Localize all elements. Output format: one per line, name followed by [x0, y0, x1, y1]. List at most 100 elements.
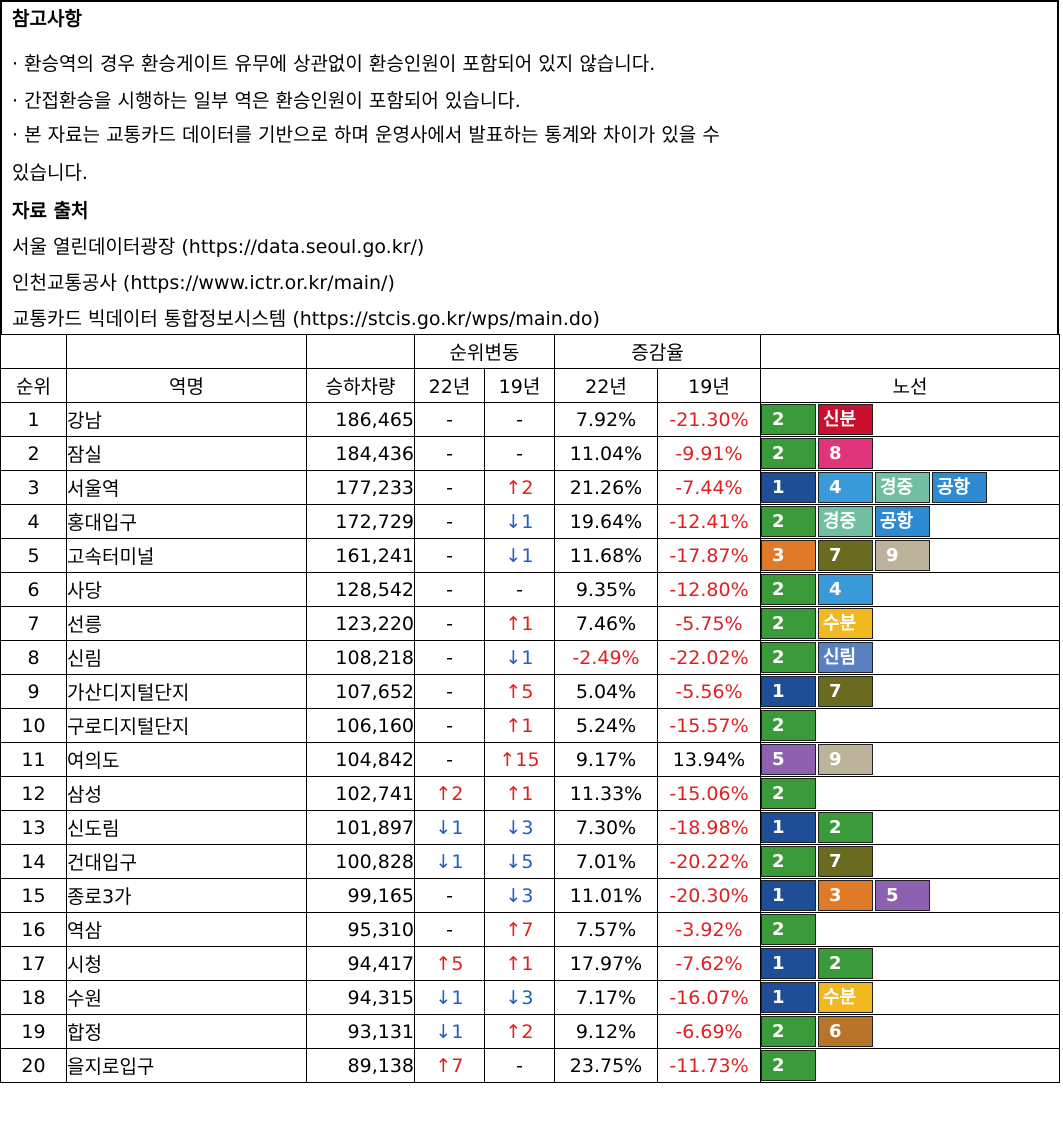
rank-cell: 17: [0, 946, 67, 981]
rank-change-22-cell: -: [414, 572, 485, 607]
station-name-cell: 을지로입구: [66, 1048, 307, 1083]
rank-change-22-cell: -: [414, 436, 485, 471]
table-row: 5 고속터미널 161,241- ↓1 11.68% -17.87% 3 7 9: [0, 538, 1060, 573]
station-name-cell: 강남: [66, 402, 307, 437]
line-badge: 2: [761, 846, 816, 877]
line-badge: 8: [818, 438, 873, 469]
line-badge: 공항: [932, 472, 987, 503]
rank-change-19-cell: -: [484, 402, 555, 437]
rank-cell: 1: [0, 402, 67, 437]
station-name-cell: 서울역: [66, 470, 307, 505]
table-row: 15 종로3가 99,165- ↓3 11.01% -20.30% 1 3 5: [0, 878, 1060, 913]
header-row-group: 순위변동 증감율: [0, 334, 1060, 369]
rank-change-22-cell: ↓1: [414, 810, 485, 845]
rank-cell: 7: [0, 606, 67, 641]
notes-panel: 참고사항 · 환승역의 경우 환승게이트 유무에 상관없이 환승인원이 포함되어…: [0, 0, 1059, 334]
growth-19-cell: -7.62%: [657, 946, 761, 981]
rank-cell: 5: [0, 538, 67, 573]
growth-22-cell: 11.68%: [554, 538, 658, 573]
growth-19-cell: -5.75%: [657, 606, 761, 641]
volume-cell: 101,897: [306, 810, 415, 845]
growth-19-cell: -3.92%: [657, 912, 761, 947]
line-badge: 1: [761, 472, 816, 503]
rank-change-19-cell: ↓3: [484, 980, 555, 1015]
station-name-cell: 선릉: [66, 606, 307, 641]
growth-19-cell: -17.87%: [657, 538, 761, 573]
rank-change-22-cell: -: [414, 912, 485, 947]
note-line: 있습니다.: [12, 162, 88, 184]
rank-cell: 3: [0, 470, 67, 505]
rank-cell: 10: [0, 708, 67, 743]
station-name-cell: 신림: [66, 640, 307, 675]
rank-change-19-cell: ↑1: [484, 606, 555, 641]
table-row: 18 수원 94,315 ↓1 ↓3 7.17% -16.07% 1 수분: [0, 980, 1060, 1015]
table-row: 3 서울역 177,233- ↑2 21.26% -7.44% 1 4 경중 공항: [0, 470, 1060, 505]
volume-cell: 99,165: [306, 878, 415, 913]
growth-22-cell: 9.17%: [554, 742, 658, 777]
growth-22-cell: 7.92%: [554, 402, 658, 437]
table-row: 1 강남 186,465- -7.92% -21.30% 2 신분: [0, 402, 1060, 437]
header-volume: 승하차량: [306, 368, 415, 403]
line-badge: 5: [875, 880, 930, 911]
rank-change-22-cell: ↑2: [414, 776, 485, 811]
line-badge: 경중: [875, 472, 930, 503]
growth-19-cell: -15.57%: [657, 708, 761, 743]
line-badge: 9: [818, 744, 873, 775]
rank-cell: 6: [0, 572, 67, 607]
line-badge: 7: [818, 846, 873, 877]
growth-22-cell: 19.64%: [554, 504, 658, 539]
growth-19-cell: -20.22%: [657, 844, 761, 879]
rank-change-22-cell: -: [414, 470, 485, 505]
growth-19-cell: -5.56%: [657, 674, 761, 709]
header-blank: [306, 334, 415, 369]
lines-cell: 1 수분: [760, 980, 1060, 1015]
volume-cell: 184,436: [306, 436, 415, 471]
line-badge: 1: [761, 982, 816, 1013]
header-blank: [0, 334, 67, 369]
station-name-cell: 수원: [66, 980, 307, 1015]
line-badge: 7: [818, 540, 873, 571]
line-badge: 1: [761, 676, 816, 707]
table-row: 14 건대입구 100,828 ↓1 ↓5 7.01% -20.22% 2 7: [0, 844, 1060, 879]
table-row: 20 을지로입구 89,138 ↑7-23.75% -11.73% 2: [0, 1048, 1060, 1083]
growth-19-cell: -6.69%: [657, 1014, 761, 1049]
header-growth: 증감율: [554, 334, 761, 369]
station-name-cell: 합정: [66, 1014, 307, 1049]
rank-change-22-cell: -: [414, 504, 485, 539]
table-row: 12 삼성 102,741 ↑2 ↑1 11.33% -15.06% 2: [0, 776, 1060, 811]
line-badge: 2: [761, 778, 816, 809]
line-badge: 2: [761, 710, 816, 741]
table-row: 11 여의도 104,842- ↑15 9.17% 13.94% 5 9: [0, 742, 1060, 777]
growth-19-cell: -12.41%: [657, 504, 761, 539]
line-badge: 2: [761, 506, 816, 537]
rank-change-22-cell: -: [414, 674, 485, 709]
line-badge: 5: [761, 744, 816, 775]
growth-19-cell: -15.06%: [657, 776, 761, 811]
rank-change-19-cell: ↑1: [484, 776, 555, 811]
station-name-cell: 여의도: [66, 742, 307, 777]
lines-cell: 2: [760, 708, 1060, 743]
station-name-cell: 시청: [66, 946, 307, 981]
volume-cell: 177,233: [306, 470, 415, 505]
rank-change-19-cell: ↓3: [484, 810, 555, 845]
line-badge: 2: [761, 642, 816, 673]
station-name-cell: 신도림: [66, 810, 307, 845]
rank-change-22-cell: -: [414, 708, 485, 743]
volume-cell: 128,542: [306, 572, 415, 607]
table-row: 7 선릉 123,220- ↑1 7.46% -5.75% 2 수분: [0, 606, 1060, 641]
source-link: 서울 열린데이터광장 (https://data.seoul.go.kr/): [12, 236, 425, 258]
table-row: 8 신림 108,218- ↓1 -2.49% -22.02% 2 신림: [0, 640, 1060, 675]
table-row: 13 신도림 101,897 ↓1 ↓3 7.30% -18.98% 1 2: [0, 810, 1060, 845]
growth-22-cell: 17.97%: [554, 946, 658, 981]
station-name-cell: 잠실: [66, 436, 307, 471]
line-badge: 4: [818, 472, 873, 503]
lines-cell: 2 수분: [760, 606, 1060, 641]
volume-cell: 102,741: [306, 776, 415, 811]
line-badge: 2: [761, 574, 816, 605]
rank-cell: 12: [0, 776, 67, 811]
station-name-cell: 건대입구: [66, 844, 307, 879]
line-badge: 공항: [875, 506, 930, 537]
